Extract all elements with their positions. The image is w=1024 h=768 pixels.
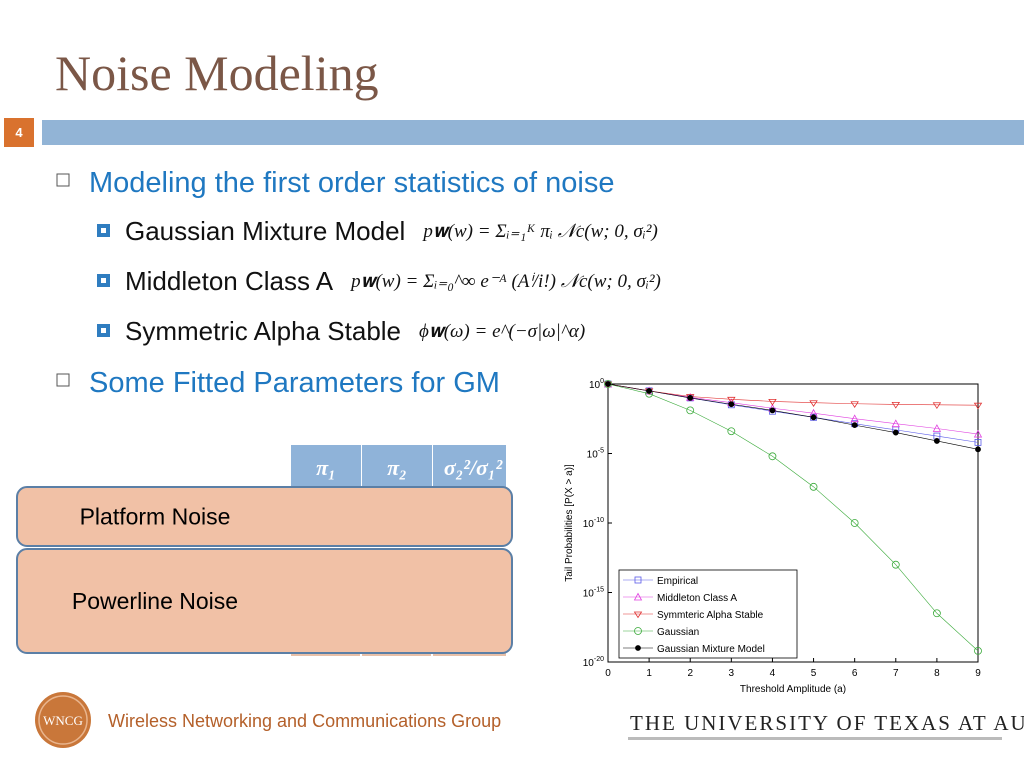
marker xyxy=(932,402,942,410)
legend-label: Gaussian xyxy=(657,627,699,638)
marker xyxy=(727,396,736,404)
sub-bullet-inner xyxy=(101,228,106,233)
group-label: Powerline Noise xyxy=(72,588,238,614)
marker xyxy=(933,438,940,444)
marker xyxy=(686,406,695,415)
header-cell xyxy=(291,445,361,490)
marker xyxy=(850,401,859,408)
marker xyxy=(973,429,983,438)
formula: ϕ𝐰(ω) = e^(−σ|ω|^α) xyxy=(419,321,585,342)
x-tick-label: 0 xyxy=(605,668,611,679)
marker xyxy=(809,482,818,491)
footer-group: Wireless Networking and Communications G… xyxy=(108,711,501,731)
logo xyxy=(35,692,91,748)
x-tick-label: 8 xyxy=(934,668,940,679)
y-tick-label: 10-10 xyxy=(583,517,604,530)
marker xyxy=(850,414,859,423)
bullet-text: Some Fitted Parameters for GM xyxy=(89,367,500,399)
title-bar xyxy=(42,120,1024,145)
y-tick-label: 100 xyxy=(589,378,604,391)
marker xyxy=(973,402,983,410)
header-text: π₁ xyxy=(316,455,336,480)
series-line xyxy=(607,383,979,450)
y-tick-label: 10-5 xyxy=(587,448,604,461)
legend-label: Symmteric Alpha Stable xyxy=(657,610,764,621)
legend-label: Middleton Class A xyxy=(657,593,737,604)
marker xyxy=(932,424,942,432)
marker xyxy=(769,407,776,414)
header-cell xyxy=(433,445,506,490)
chart: 0 1 2 3 4 5 6 7 8 9 100 10-5 10-10 10-15 10-20 Threshol… xyxy=(564,378,983,695)
group-label: Platform Noise xyxy=(80,504,231,530)
y-axis-label: Tail Probabilities [P(X > a)] xyxy=(564,464,575,582)
x-tick-label: 4 xyxy=(770,668,776,679)
legend-marker xyxy=(633,592,643,601)
sub-bullet-inner xyxy=(101,328,106,333)
logo-text: WNCG xyxy=(43,713,83,728)
legend-marker xyxy=(635,645,641,651)
marker xyxy=(975,446,981,453)
marker xyxy=(727,427,736,436)
marker xyxy=(892,429,899,436)
x-tick-label: 5 xyxy=(811,668,817,679)
page-badge xyxy=(4,118,34,147)
group-box xyxy=(16,486,513,547)
legend-marker xyxy=(634,576,642,584)
slide-title: Noise Modeling xyxy=(55,45,379,101)
x-tick-label: 3 xyxy=(729,668,735,679)
group-box xyxy=(16,548,513,654)
bullet-box xyxy=(56,373,70,387)
legend-label: Gaussian Mixture Model xyxy=(657,644,765,655)
page-number: 4 xyxy=(15,125,23,140)
legend-label: Empirical xyxy=(657,576,698,587)
header-text: σ₂²/σ₁² xyxy=(444,455,503,480)
series-line xyxy=(607,383,979,406)
x-tick-label: 2 xyxy=(687,668,693,679)
marker xyxy=(728,401,735,408)
sub-bullet-text: Gaussian Mixture Model xyxy=(125,216,405,246)
marker xyxy=(850,519,859,527)
marker xyxy=(768,452,777,461)
sub-bullet-inner xyxy=(101,278,106,283)
header-cell xyxy=(362,445,432,490)
x-tick-label: 1 xyxy=(646,668,652,679)
footer-rule xyxy=(628,737,1002,740)
marker xyxy=(974,438,982,446)
marker xyxy=(851,422,858,429)
legend-marker xyxy=(633,611,643,619)
footer-university: THE UNIVERSITY OF TEXAS AT AUSTIN xyxy=(630,711,1024,735)
header-text: π₂ xyxy=(387,455,407,480)
x-axis-label: Threshold Amplitude (a) xyxy=(740,684,846,695)
series-line xyxy=(607,383,979,652)
marker xyxy=(809,400,818,407)
marker xyxy=(891,402,901,409)
marker xyxy=(810,413,817,421)
marker xyxy=(687,394,694,401)
y-tick-label: 10-20 xyxy=(583,656,604,669)
marker xyxy=(604,380,612,388)
bullet-box xyxy=(56,173,70,187)
marker xyxy=(605,381,611,387)
marker xyxy=(891,560,900,569)
formula: p𝐰(w) = Σᵢ₌₀^∞ e⁻ᴬ (Aⁱ/i!) 𝒩c(w; 0, σᵢ²) xyxy=(349,271,661,292)
sub-bullet-text: Symmetric Alpha Stable xyxy=(125,316,401,346)
marker xyxy=(974,646,982,655)
x-tick-label: 9 xyxy=(975,668,981,679)
legend-marker xyxy=(634,627,642,635)
x-tick-label: 7 xyxy=(893,668,899,679)
marker xyxy=(891,419,900,428)
sub-bullet-text: Middleton Class A xyxy=(125,266,334,296)
marker xyxy=(810,414,817,421)
bullet-text: Modeling the first order statistics of n… xyxy=(89,167,614,199)
marker xyxy=(932,609,941,618)
x-tick-label: 6 xyxy=(852,668,858,679)
marker xyxy=(768,399,777,406)
marker xyxy=(646,387,653,394)
logo-ring xyxy=(38,695,88,745)
y-tick-label: 10-15 xyxy=(583,587,604,600)
formula: p𝐰(w) = Σᵢ₌₁ᴷ πᵢ 𝒩c(w; 0, σᵢ²) xyxy=(421,221,657,242)
